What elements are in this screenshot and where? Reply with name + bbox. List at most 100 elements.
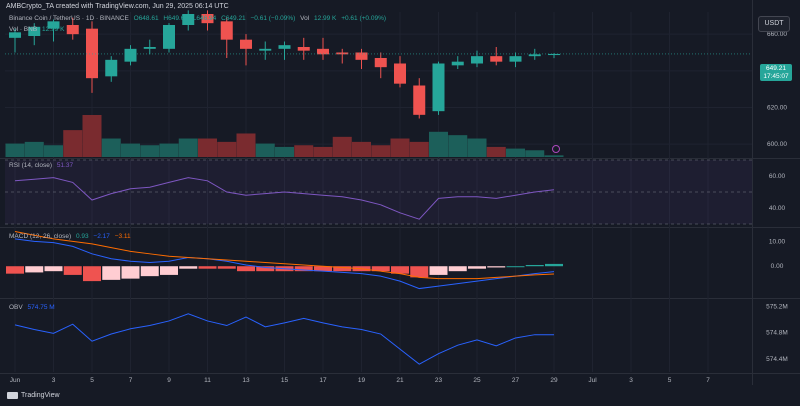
volume-bar xyxy=(82,115,102,157)
event-marker-icon xyxy=(552,145,560,153)
rsi-value: 51.37 xyxy=(56,162,74,169)
candle-body xyxy=(66,25,79,35)
volume-bar xyxy=(313,146,333,157)
macd-histogram-bar xyxy=(217,266,236,269)
macd-histogram-bar xyxy=(429,266,448,275)
volume-bar xyxy=(275,146,294,157)
volume-bar xyxy=(255,143,275,157)
macd-label[interactable]: MACD (12, 26, close) xyxy=(9,233,72,240)
time-axis-label: 25 xyxy=(473,377,481,384)
macd-line xyxy=(14,238,555,290)
volume-bar xyxy=(371,145,391,157)
candle-body xyxy=(432,63,445,112)
volume-bar xyxy=(5,143,25,157)
close-value: C649.21 xyxy=(221,15,246,22)
volume-bar xyxy=(178,138,198,157)
volume-bar xyxy=(140,145,160,157)
obv-axis-tick: 574.8M xyxy=(766,330,788,337)
candle-body xyxy=(336,52,349,55)
volume-bar xyxy=(429,131,448,157)
volume-bar xyxy=(63,130,83,157)
macd-histogram-bar xyxy=(237,266,255,272)
candle-body xyxy=(413,85,426,115)
macd-histogram-bar xyxy=(6,266,24,274)
candle-body xyxy=(86,28,98,79)
macd-histogram-bar xyxy=(25,266,44,273)
candle-body xyxy=(9,32,21,38)
obv-value: 574.75 M xyxy=(27,304,55,311)
time-axis-label: 9 xyxy=(167,377,171,384)
candle-body xyxy=(182,14,195,25)
candle-body xyxy=(143,47,156,49)
candle-body xyxy=(317,48,329,55)
volume-bar xyxy=(236,133,256,157)
volume-bar xyxy=(294,145,314,157)
main-legend: Binance Coin / TetherUS · 1D · BINANCE O… xyxy=(9,15,389,22)
obv-label[interactable]: OBV xyxy=(9,304,23,311)
price-axis-tick: 620.00 xyxy=(767,105,787,112)
vol-value: 12.99 K xyxy=(313,15,337,22)
candle-body xyxy=(240,39,252,49)
candle-body xyxy=(163,25,175,49)
macd-histogram-bar xyxy=(391,266,409,274)
open-value: O648.61 xyxy=(133,15,159,22)
volume-bar xyxy=(44,145,63,157)
time-axis-label: 15 xyxy=(281,377,289,384)
macd-value-3: −3.11 xyxy=(114,233,131,240)
macd-axis-tick: 0.00 xyxy=(771,263,784,270)
symbol-title[interactable]: Binance Coin / TetherUS · 1D · BINANCE xyxy=(9,15,129,22)
macd-histogram-bar xyxy=(198,266,217,269)
volume-bar xyxy=(217,141,237,157)
macd-histogram-bar xyxy=(121,266,140,279)
macd-histogram-bar xyxy=(294,266,313,272)
rsi-line xyxy=(14,177,555,220)
macd-histogram-bar xyxy=(468,266,486,269)
time-axis-label: Jul xyxy=(588,377,597,384)
macd-histogram-bar xyxy=(487,266,506,268)
time-axis-label: 7 xyxy=(706,377,710,384)
chart-caption: AMBCrypto_TA created with TradingView.co… xyxy=(6,3,229,10)
macd-histogram-bar xyxy=(410,266,429,278)
time-axis-label: 21 xyxy=(396,377,404,384)
price-axis-tick: 600.00 xyxy=(767,141,787,148)
vol-change: +0.61 (+0.09%) xyxy=(341,15,387,22)
brand-text: TradingView xyxy=(21,392,60,399)
macd-histogram-bar xyxy=(333,266,352,272)
macd-histogram-bar xyxy=(256,266,275,272)
candle-body xyxy=(220,21,233,40)
volume-bar xyxy=(525,150,545,157)
volume-bar xyxy=(198,138,217,157)
volume-bar xyxy=(486,146,506,157)
macd-histogram-bar xyxy=(525,264,544,267)
time-axis-label: Jun xyxy=(10,377,21,384)
volume-bar xyxy=(467,138,487,157)
vol-bnb-label[interactable]: Vol · BNB xyxy=(9,26,38,33)
macd-histogram-bar xyxy=(102,266,121,280)
time-axis-label: 29 xyxy=(550,377,558,384)
time-axis-label: 13 xyxy=(242,377,250,384)
time-axis-label: 27 xyxy=(512,377,520,384)
low-value: L646.94 xyxy=(192,15,217,22)
candle-body xyxy=(47,21,60,29)
candle-body xyxy=(201,14,214,24)
candle-body xyxy=(259,48,272,51)
macd-histogram-bar xyxy=(44,266,63,272)
volume-bar xyxy=(352,141,371,157)
volume-bar xyxy=(24,141,44,157)
volume-bar xyxy=(506,148,525,157)
macd-histogram-bar xyxy=(545,263,563,267)
candle-body xyxy=(528,54,541,57)
volume-bar xyxy=(101,138,121,157)
macd-histogram-bar xyxy=(448,266,467,272)
time-axis-label: 5 xyxy=(668,377,672,384)
macd-histogram-bar xyxy=(179,266,198,269)
candle-body xyxy=(374,58,387,68)
currency-button[interactable]: USDT xyxy=(758,16,790,32)
tradingview-brand[interactable]: TradingView xyxy=(7,392,60,399)
rsi-label[interactable]: RSI (14, close) xyxy=(9,162,52,169)
obv-line xyxy=(14,313,554,365)
volume-bar xyxy=(544,155,564,157)
volume-bar xyxy=(121,143,140,157)
rsi-legend: RSI (14, close) 51.37 xyxy=(9,162,76,169)
